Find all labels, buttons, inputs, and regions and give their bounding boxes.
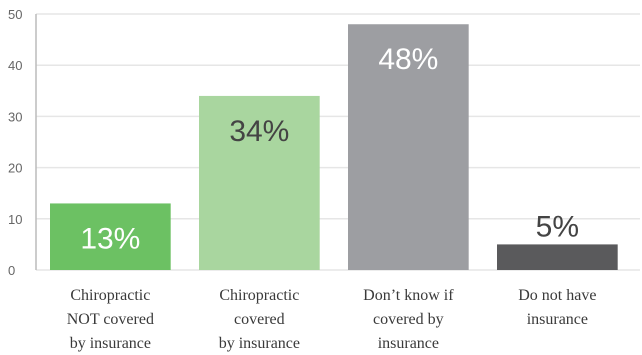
category-label: Don’t know if [363, 287, 454, 304]
data-label: 34% [229, 115, 289, 148]
bar [497, 244, 618, 270]
category-label: Do not have [518, 287, 596, 304]
category-label: by insurance [219, 335, 300, 352]
y-tick-label: 20 [8, 161, 22, 176]
bar [199, 95, 320, 270]
category-label: NOT covered [67, 311, 154, 328]
category-label: covered [234, 311, 285, 328]
data-label: 13% [80, 222, 140, 255]
y-tick-label: 10 [8, 212, 22, 227]
data-label: 48% [378, 43, 438, 76]
bars [50, 24, 618, 270]
y-tick-label: 30 [8, 109, 22, 124]
category-label: insurance [527, 311, 588, 328]
category-label: by insurance [70, 335, 151, 352]
y-tick-label: 40 [8, 58, 22, 73]
category-label: Chiropractic [70, 287, 150, 304]
y-tick-label: 50 [8, 7, 22, 22]
data-label: 5% [536, 210, 579, 243]
category-label: insurance [378, 335, 439, 352]
y-axis-tick-labels: 0 10 20 30 40 50 [8, 7, 22, 278]
category-labels: Chiropractic NOT covered by insurance Chiro… [67, 287, 597, 352]
bar [348, 24, 469, 270]
data-labels: 13% 34% 48% 5% [80, 43, 579, 255]
category-label: covered by [373, 311, 444, 328]
bar [50, 203, 171, 270]
category-label: Chiropractic [219, 287, 299, 304]
y-tick-label: 0 [8, 263, 15, 278]
